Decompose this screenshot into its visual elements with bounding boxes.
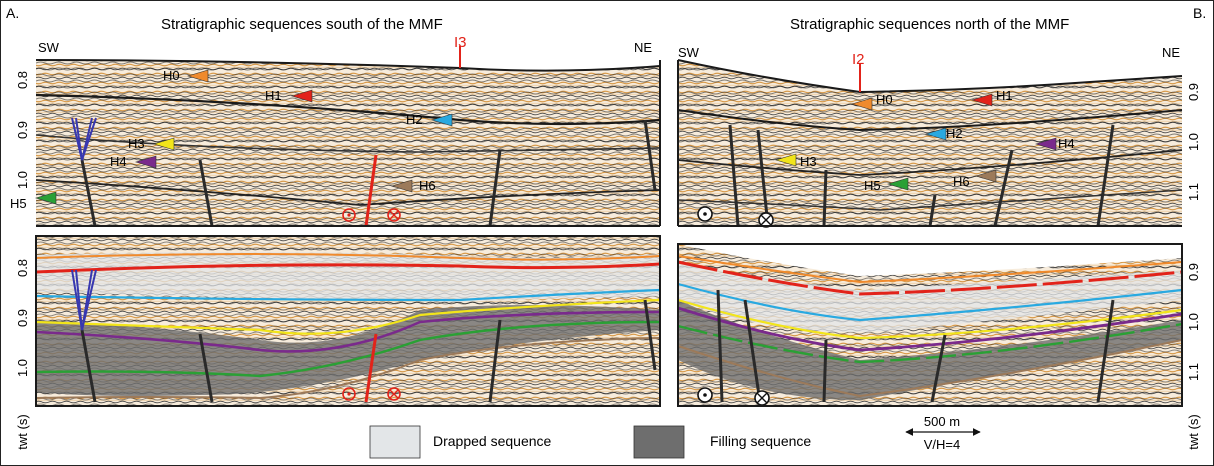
panel-b-title: Stratigraphic sequences north of the MMF <box>790 16 1069 33</box>
flower-structure <box>71 117 97 331</box>
horizon-label: H4 <box>110 154 127 169</box>
horizon-label: H5 <box>864 178 881 193</box>
horizon-label: H1 <box>996 88 1013 103</box>
axis-unit: twt (s) <box>1186 414 1201 449</box>
horizon-label: H4 <box>1058 136 1075 151</box>
panel-a-title: Stratigraphic sequences south of the MMF <box>161 16 443 33</box>
axis-tick: 0.8 <box>15 71 30 89</box>
panel-b-bottom-section <box>677 244 1183 406</box>
panel-a-right-label: NE <box>634 40 652 55</box>
horizon-label: H2 <box>406 112 423 127</box>
legend: Drapped sequence Filling sequence 500 m … <box>369 414 981 459</box>
horizon-label: H0 <box>163 68 180 83</box>
panel-borders <box>35 60 1183 407</box>
left-axis: 0.8 0.9 1.0 0.8 0.9 1.0 twt (s) <box>15 71 30 450</box>
axis-tick: 1.0 <box>15 171 30 189</box>
scale-bar-label: 500 m <box>924 414 960 429</box>
axis-tick: 0.9 <box>1186 83 1201 101</box>
horizon-label: H3 <box>128 136 145 151</box>
well-i2-label: I2 <box>852 51 865 68</box>
legend-drapped-swatch <box>369 425 421 459</box>
panel-a-letter: A. <box>6 5 19 21</box>
axis-tick: 0.9 <box>15 309 30 327</box>
legend-drapped-label: Drapped sequence <box>433 433 552 449</box>
axis-tick: 1.1 <box>1186 363 1201 381</box>
drapped-fill-a <box>36 251 660 302</box>
panel-a-bottom-section <box>35 236 661 406</box>
horizon-label: H6 <box>953 174 970 189</box>
right-axis: 0.9 1.0 1.1 0.9 1.0 1.1 twt (s) <box>1186 83 1201 450</box>
axis-tick: 0.9 <box>1186 263 1201 281</box>
legend-filling-swatch <box>633 425 685 459</box>
legend-filling-label: Filling sequence <box>710 433 811 449</box>
horizon-markers-a: H0 H1 H2 H3 H4 H5 H6 <box>10 68 453 211</box>
axis-tick: 1.0 <box>1186 133 1201 151</box>
scale-ratio: V/H=4 <box>924 437 961 452</box>
mmf-fault <box>364 154 378 403</box>
panel-b-right-label: NE <box>1162 45 1180 60</box>
well-i3-label: I3 <box>454 34 467 51</box>
panel-b-letter: B. <box>1193 5 1206 21</box>
horizon-markers-b: H0 H1 H2 H3 H4 H5 H6 <box>774 88 1075 193</box>
axis-tick: 1.0 <box>1186 313 1201 331</box>
horizon-label: H6 <box>419 178 436 193</box>
drapped-fill-b <box>678 262 1182 332</box>
filling-fill-b <box>678 300 1182 400</box>
panel-b-left-label: SW <box>678 45 700 60</box>
axis-tick: 0.9 <box>15 121 30 139</box>
axis-tick: 1.0 <box>15 359 30 377</box>
horizon-label: H3 <box>800 154 817 169</box>
horizon-label: H2 <box>946 126 963 141</box>
panel-a-top-section <box>35 59 661 226</box>
horizon-label: H0 <box>876 92 893 107</box>
faults <box>80 119 1115 403</box>
axis-tick: 1.1 <box>1186 183 1201 201</box>
strike-slip-symbols <box>342 206 774 406</box>
axis-tick: 0.8 <box>15 259 30 277</box>
panel-a-left-label: SW <box>38 40 60 55</box>
axis-unit: twt (s) <box>15 414 30 449</box>
horizon-label: H5 <box>10 196 27 211</box>
panel-b-top-section <box>677 59 1183 226</box>
horizon-label: H1 <box>265 88 282 103</box>
